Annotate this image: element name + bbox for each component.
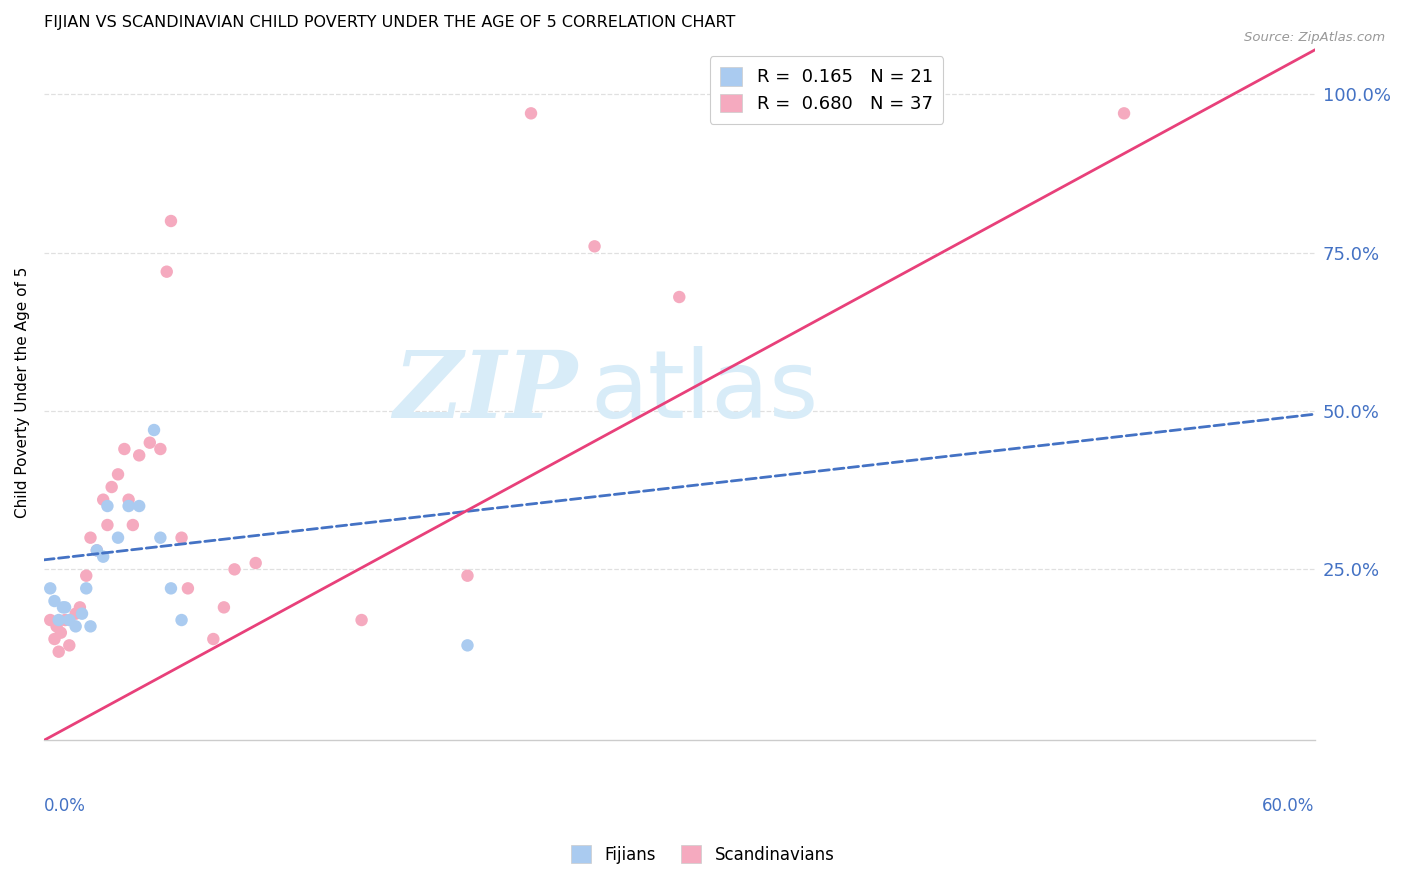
Point [149, 531, 172, 545]
Point [170, 531, 193, 545]
Point [65, 607, 87, 621]
Point [350, 613, 373, 627]
Point [58, 613, 80, 627]
Text: ZIP: ZIP [394, 347, 578, 437]
Point [245, 556, 267, 570]
Point [39, 613, 62, 627]
Point [86, 543, 108, 558]
Point [70, 607, 93, 621]
Y-axis label: Child Poverty Under the Age of 5: Child Poverty Under the Age of 5 [15, 267, 30, 517]
Text: FIJIAN VS SCANDINAVIAN CHILD POVERTY UNDER THE AGE OF 5 CORRELATION CHART: FIJIAN VS SCANDINAVIAN CHILD POVERTY UND… [44, 15, 735, 30]
Point [117, 499, 139, 513]
Legend: Fijians, Scandinavians: Fijians, Scandinavians [565, 838, 841, 871]
Point [39, 582, 62, 596]
Point [149, 442, 172, 456]
Point [128, 499, 150, 513]
Point [202, 632, 225, 646]
Text: 60.0%: 60.0% [1263, 797, 1315, 815]
Point [96, 499, 118, 513]
Point [143, 423, 166, 437]
Point [52, 600, 75, 615]
Point [100, 480, 122, 494]
Point [520, 106, 543, 120]
Point [139, 435, 162, 450]
Point [212, 600, 235, 615]
Point [1112, 106, 1135, 120]
Text: Source: ZipAtlas.com: Source: ZipAtlas.com [1244, 31, 1385, 45]
Point [224, 562, 246, 576]
Text: atlas: atlas [591, 346, 818, 438]
Point [49, 625, 72, 640]
Point [44, 594, 66, 608]
Point [48, 645, 70, 659]
Point [53, 600, 76, 615]
Point [121, 518, 143, 533]
Point [177, 582, 200, 596]
Point [107, 467, 129, 482]
Point [45, 619, 67, 633]
Point [75, 568, 97, 582]
Point [456, 638, 478, 652]
Point [91, 492, 114, 507]
Point [65, 619, 87, 633]
Point [668, 290, 690, 304]
Point [53, 613, 76, 627]
Point [128, 448, 150, 462]
Point [170, 613, 193, 627]
Point [48, 613, 70, 627]
Point [456, 568, 478, 582]
Point [44, 632, 66, 646]
Legend: R =  0.165   N = 21, R =  0.680   N = 37: R = 0.165 N = 21, R = 0.680 N = 37 [710, 56, 943, 124]
Point [117, 492, 139, 507]
Point [96, 518, 118, 533]
Point [91, 549, 114, 564]
Point [156, 265, 179, 279]
Point [160, 582, 183, 596]
Text: 0.0%: 0.0% [44, 797, 86, 815]
Point [79, 531, 101, 545]
Point [160, 214, 183, 228]
Point [112, 442, 135, 456]
Point [107, 531, 129, 545]
Point [75, 582, 97, 596]
Point [79, 619, 101, 633]
Point [583, 239, 606, 253]
Point [69, 600, 91, 615]
Point [58, 638, 80, 652]
Point [86, 543, 108, 558]
